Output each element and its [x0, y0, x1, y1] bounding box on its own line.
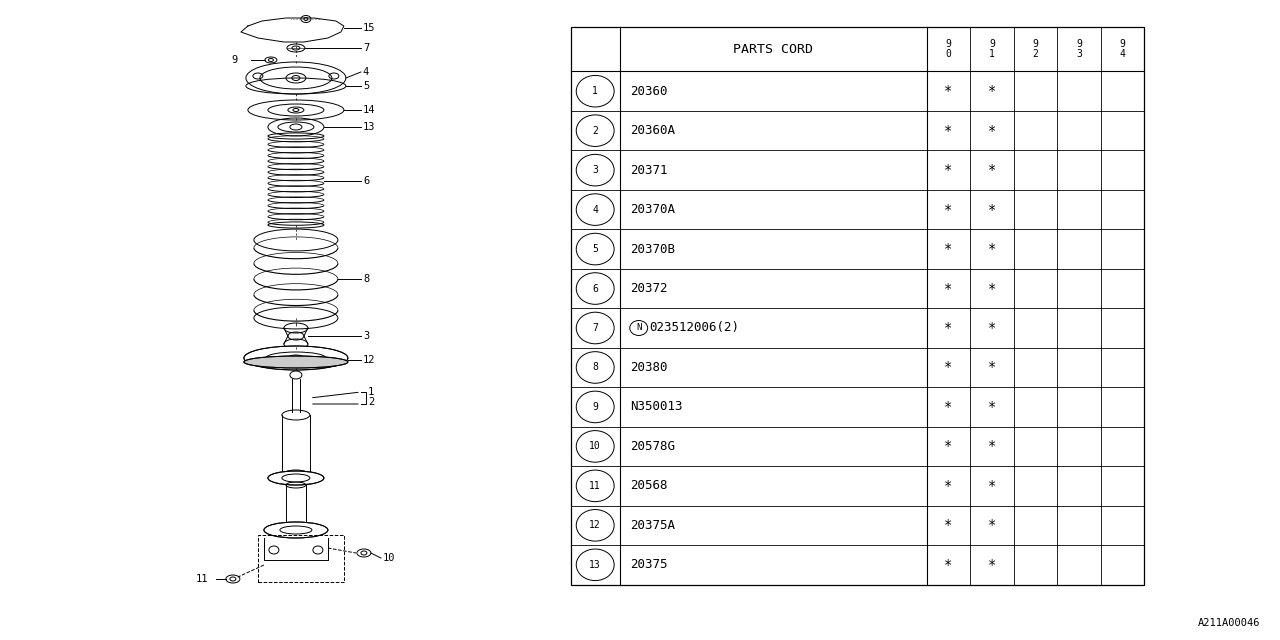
Text: 20371: 20371: [630, 164, 667, 177]
Text: 9
2: 9 2: [1033, 40, 1038, 59]
Text: 1: 1: [367, 387, 374, 397]
Text: *: *: [945, 163, 952, 177]
Text: 20380: 20380: [630, 361, 667, 374]
Text: 20360: 20360: [630, 84, 667, 98]
Text: *: *: [988, 479, 996, 493]
Text: 20372: 20372: [630, 282, 667, 295]
Text: *: *: [988, 84, 996, 98]
Text: 9
4: 9 4: [1120, 40, 1125, 59]
Text: 20370A: 20370A: [630, 203, 675, 216]
Text: *: *: [945, 360, 952, 374]
Ellipse shape: [244, 356, 348, 368]
Ellipse shape: [268, 471, 324, 485]
Text: 5: 5: [593, 244, 598, 254]
Text: A211A00046: A211A00046: [1198, 618, 1261, 628]
Text: *: *: [988, 282, 996, 296]
Text: N350013: N350013: [630, 401, 682, 413]
Text: *: *: [945, 558, 952, 572]
Text: *: *: [945, 400, 952, 414]
Text: *: *: [945, 321, 952, 335]
Text: 11: 11: [196, 574, 209, 584]
Text: *: *: [988, 558, 996, 572]
Text: *: *: [988, 518, 996, 532]
Text: 14: 14: [364, 105, 375, 115]
Text: *: *: [945, 242, 952, 256]
Text: *: *: [945, 479, 952, 493]
Text: 10: 10: [589, 442, 602, 451]
Text: 7: 7: [593, 323, 598, 333]
Text: N: N: [636, 323, 641, 333]
Text: 13: 13: [589, 560, 602, 570]
Text: 5: 5: [364, 81, 369, 91]
Text: *: *: [988, 203, 996, 216]
Text: 6: 6: [593, 284, 598, 294]
Text: *: *: [945, 518, 952, 532]
Text: 023512006(2): 023512006(2): [649, 321, 739, 335]
Text: 9
1: 9 1: [989, 40, 995, 59]
Text: 12: 12: [364, 355, 375, 365]
Text: 6: 6: [364, 175, 369, 186]
Text: *: *: [988, 440, 996, 453]
Text: 3: 3: [593, 165, 598, 175]
Ellipse shape: [244, 346, 348, 370]
Text: *: *: [945, 203, 952, 216]
Text: *: *: [988, 242, 996, 256]
Text: 20375A: 20375A: [630, 519, 675, 532]
Text: 20375: 20375: [630, 558, 667, 572]
Ellipse shape: [264, 522, 328, 538]
Text: *: *: [988, 360, 996, 374]
Text: 3: 3: [364, 331, 369, 341]
Text: 4: 4: [364, 67, 369, 77]
Text: *: *: [988, 321, 996, 335]
Text: *: *: [945, 84, 952, 98]
Text: 9
3: 9 3: [1076, 40, 1082, 59]
Text: *: *: [945, 124, 952, 138]
Text: 4: 4: [593, 205, 598, 214]
Text: 20360A: 20360A: [630, 124, 675, 137]
Text: 8: 8: [364, 274, 369, 284]
Text: 13: 13: [364, 122, 375, 132]
Text: 15: 15: [364, 23, 375, 33]
Text: *: *: [988, 400, 996, 414]
Text: *: *: [988, 124, 996, 138]
Text: *: *: [945, 440, 952, 453]
Text: 12: 12: [589, 520, 602, 531]
Text: 10: 10: [383, 553, 396, 563]
Text: 8: 8: [593, 362, 598, 372]
Bar: [571, 27, 1144, 584]
Text: 1: 1: [593, 86, 598, 96]
Text: 9: 9: [593, 402, 598, 412]
Text: 11: 11: [589, 481, 602, 491]
Text: *: *: [945, 282, 952, 296]
Text: 9
0: 9 0: [946, 40, 951, 59]
Text: 2: 2: [593, 125, 598, 136]
Text: 9: 9: [230, 55, 237, 65]
Text: 20370B: 20370B: [630, 243, 675, 255]
Text: *: *: [988, 163, 996, 177]
Text: PARTS CORD: PARTS CORD: [733, 43, 813, 56]
Text: 2: 2: [367, 397, 374, 407]
Text: 7: 7: [364, 43, 369, 53]
Text: 20578G: 20578G: [630, 440, 675, 453]
Text: 20568: 20568: [630, 479, 667, 492]
